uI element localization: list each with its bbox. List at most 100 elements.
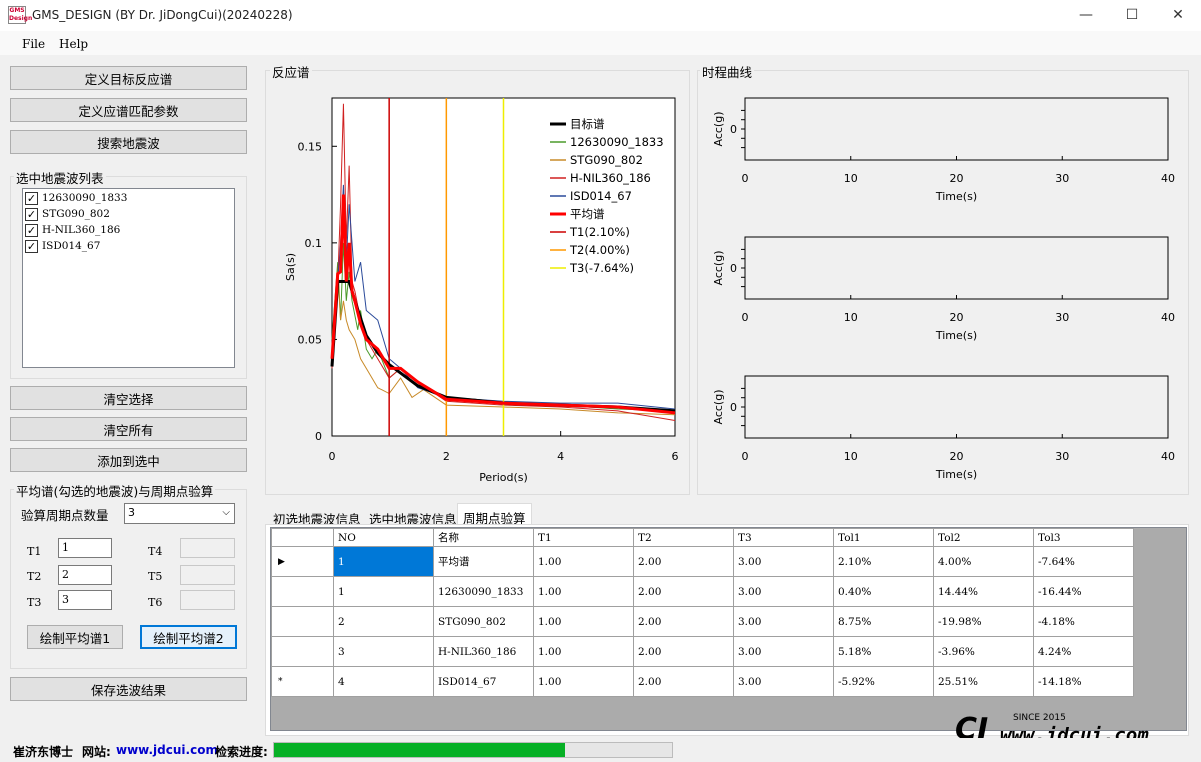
table-cell[interactable]: -5.92% xyxy=(833,666,934,697)
table-cell[interactable]: ISD014_67 xyxy=(433,666,534,697)
clear-selection-button[interactable]: 清空选择 xyxy=(10,386,247,410)
column-header[interactable]: Tol2 xyxy=(933,528,1034,547)
t4-input[interactable] xyxy=(180,538,235,558)
tab-period-check[interactable]: 周期点验算 xyxy=(457,503,532,526)
table-cell[interactable]: -19.98% xyxy=(933,606,1034,637)
column-header[interactable]: T2 xyxy=(633,528,734,547)
period-count-select[interactable]: 3 ⌵ xyxy=(124,503,235,524)
table-cell[interactable]: 2.00 xyxy=(633,546,734,577)
menu-file[interactable]: File xyxy=(22,37,46,51)
checkbox-checked-icon[interactable]: ✓ xyxy=(25,207,38,221)
maximize-button[interactable]: ☐ xyxy=(1125,7,1139,23)
period-check-grid[interactable]: NO 名称 T1 T2 T3 Tol1 Tol2 Tol3 ▶ 1 平均谱 1.00 2.00 3.00 2… xyxy=(270,527,1187,731)
list-item[interactable]: ✓ 12630090_1833 xyxy=(25,191,128,205)
table-cell[interactable]: -4.18% xyxy=(1033,606,1134,637)
minimize-button[interactable]: — xyxy=(1079,7,1093,23)
column-header[interactable]: Tol3 xyxy=(1033,528,1134,547)
table-cell[interactable]: 2.10% xyxy=(833,546,934,577)
site-link[interactable]: www.jdcui.com xyxy=(116,743,218,757)
table-cell[interactable]: 4.00% xyxy=(933,546,1034,577)
table-cell[interactable]: 3.00 xyxy=(733,576,834,607)
close-button[interactable]: ✕ xyxy=(1172,7,1184,23)
t5-input[interactable] xyxy=(180,565,235,585)
t1-input[interactable]: 1 xyxy=(58,538,112,558)
x-tick-label: 40 xyxy=(1161,172,1175,185)
t6-label: T6 xyxy=(148,596,163,609)
x-tick-label: 0 xyxy=(742,311,749,324)
draw-average-1-button[interactable]: 绘制平均谱1 xyxy=(27,625,123,649)
table-cell[interactable]: 3.00 xyxy=(733,546,834,577)
table-row[interactable]: 1 12630090_1833 1.00 2.00 3.00 0.40% 14.44% -16… xyxy=(271,576,1134,607)
table-cell[interactable]: 0.40% xyxy=(833,576,934,607)
column-header[interactable]: Tol1 xyxy=(833,528,934,547)
table-cell[interactable]: 3.00 xyxy=(733,666,834,697)
table-cell[interactable]: H-NIL360_186 xyxy=(433,636,534,667)
row-marker[interactable] xyxy=(271,636,334,667)
table-cell[interactable]: 4 xyxy=(333,666,434,697)
table-cell[interactable]: 2.00 xyxy=(633,576,734,607)
t3-input[interactable]: 3 xyxy=(58,590,112,610)
t6-input[interactable] xyxy=(180,590,235,610)
table-cell[interactable]: 平均谱 xyxy=(433,546,534,577)
table-cell[interactable]: -7.64% xyxy=(1033,546,1134,577)
column-header[interactable]: 名称 xyxy=(433,528,534,547)
list-item[interactable]: ✓ H-NIL360_186 xyxy=(25,223,121,237)
table-cell[interactable]: 8.75% xyxy=(833,606,934,637)
row-marker[interactable] xyxy=(271,606,334,637)
checkbox-checked-icon[interactable]: ✓ xyxy=(25,191,38,205)
table-cell[interactable]: 25.51% xyxy=(933,666,1034,697)
table-row[interactable]: 3 H-NIL360_186 1.00 2.00 3.00 5.18% -3.96% 4.24… xyxy=(271,636,1134,667)
selected-waves-list[interactable]: ✓ 12630090_1833 ✓ STG090_802 ✓ H-NIL360_186… xyxy=(22,188,235,368)
menu-help[interactable]: Help xyxy=(59,37,89,51)
row-marker[interactable] xyxy=(271,576,334,607)
table-cell[interactable]: -3.96% xyxy=(933,636,1034,667)
table-cell[interactable]: 2.00 xyxy=(633,666,734,697)
define-matching-params-button[interactable]: 定义应谱匹配参数 xyxy=(10,98,247,122)
clear-all-button[interactable]: 清空所有 xyxy=(10,417,247,441)
column-header[interactable]: T3 xyxy=(733,528,834,547)
table-cell[interactable]: -14.18% xyxy=(1033,666,1134,697)
table-cell[interactable]: 2.00 xyxy=(633,636,734,667)
table-row[interactable]: * 4 ISD014_67 1.00 2.00 3.00 -5.92% 25.51% -14.1… xyxy=(271,666,1134,697)
table-cell[interactable]: 5.18% xyxy=(833,636,934,667)
tab-selected-waves[interactable]: 选中地震波信息 xyxy=(369,512,457,527)
table-cell[interactable]: 1.00 xyxy=(533,576,634,607)
tab-initial-waves[interactable]: 初选地震波信息 xyxy=(273,512,361,527)
table-cell[interactable]: 1.00 xyxy=(533,546,634,577)
list-item[interactable]: ✓ ISD014_67 xyxy=(25,239,101,253)
column-header[interactable]: NO xyxy=(333,528,434,547)
table-cell[interactable]: 1.00 xyxy=(533,606,634,637)
table-cell[interactable]: STG090_802 xyxy=(433,606,534,637)
period-check-table: NO 名称 T1 T2 T3 Tol1 Tol2 Tol3 ▶ 1 平均谱 1.00 2.00 3.00 2… xyxy=(271,528,1134,697)
table-cell[interactable]: 1 xyxy=(333,546,434,577)
table-cell[interactable]: 3.00 xyxy=(733,636,834,667)
time-history-chart-3: 0 10 20 30 40 0 Time(s) Acc(g) xyxy=(712,375,1175,481)
row-marker[interactable]: ▶ xyxy=(271,546,334,577)
draw-average-2-button[interactable]: 绘制平均谱2 xyxy=(140,625,237,649)
t1-label: T1 xyxy=(27,545,42,558)
table-row[interactable]: ▶ 1 平均谱 1.00 2.00 3.00 2.10% 4.00% -7.64% xyxy=(271,546,1134,577)
table-cell[interactable]: 1 xyxy=(333,576,434,607)
checkbox-checked-icon[interactable]: ✓ xyxy=(25,223,38,237)
search-waves-button[interactable]: 搜索地震波 xyxy=(10,130,247,154)
table-cell[interactable]: 1.00 xyxy=(533,666,634,697)
table-cell[interactable]: 12630090_1833 xyxy=(433,576,534,607)
table-cell[interactable]: 2.00 xyxy=(633,606,734,637)
table-cell[interactable]: 2 xyxy=(333,606,434,637)
save-results-button[interactable]: 保存选波结果 xyxy=(10,677,247,701)
checkbox-checked-icon[interactable]: ✓ xyxy=(25,239,38,253)
table-cell[interactable]: 14.44% xyxy=(933,576,1034,607)
legend-label: T3(-7.64%) xyxy=(569,261,634,275)
t2-input[interactable]: 2 xyxy=(58,565,112,585)
table-cell[interactable]: -16.44% xyxy=(1033,576,1134,607)
add-to-selected-button[interactable]: 添加到选中 xyxy=(10,448,247,472)
table-row[interactable]: 2 STG090_802 1.00 2.00 3.00 8.75% -19.98% -4.18… xyxy=(271,606,1134,637)
table-cell[interactable]: 1.00 xyxy=(533,636,634,667)
column-header[interactable]: T1 xyxy=(533,528,634,547)
table-cell[interactable]: 3.00 xyxy=(733,606,834,637)
table-cell[interactable]: 3 xyxy=(333,636,434,667)
row-marker[interactable]: * xyxy=(271,666,334,697)
table-cell[interactable]: 4.24% xyxy=(1033,636,1134,667)
define-target-spectrum-button[interactable]: 定义目标反应谱 xyxy=(10,66,247,90)
list-item[interactable]: ✓ STG090_802 xyxy=(25,207,110,221)
